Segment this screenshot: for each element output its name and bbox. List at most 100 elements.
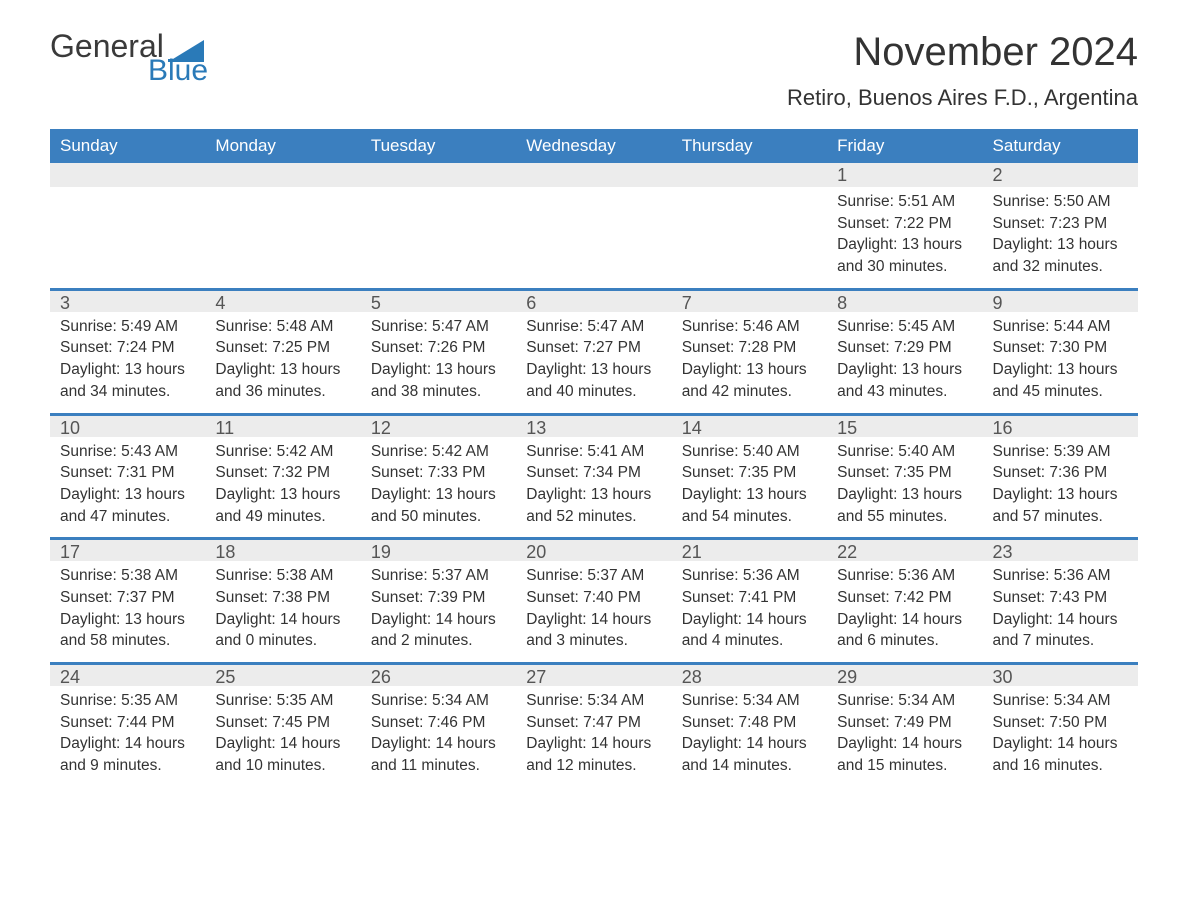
day-cell: Sunrise: 5:41 AMSunset: 7:34 PMDaylight:… xyxy=(516,437,671,538)
daynum-strip: 10111213141516 xyxy=(50,413,1138,437)
day-cell: Sunrise: 5:38 AMSunset: 7:37 PMDaylight:… xyxy=(50,561,205,662)
day-cell: Sunrise: 5:36 AMSunset: 7:41 PMDaylight:… xyxy=(672,561,827,662)
daylight1-text: Daylight: 13 hours xyxy=(993,484,1128,506)
daylight2-text: and 50 minutes. xyxy=(371,506,506,528)
day-number: 8 xyxy=(827,291,982,312)
day-number: 22 xyxy=(827,540,982,561)
day-number: 30 xyxy=(983,665,1138,686)
title-block: November 2024 Retiro, Buenos Aires F.D.,… xyxy=(787,30,1138,111)
daylight2-text: and 3 minutes. xyxy=(526,630,661,652)
day-number: 24 xyxy=(50,665,205,686)
sunrise-text: Sunrise: 5:34 AM xyxy=(993,690,1128,712)
day-cell: Sunrise: 5:40 AMSunset: 7:35 PMDaylight:… xyxy=(672,437,827,538)
sunset-text: Sunset: 7:24 PM xyxy=(60,337,195,359)
daynum-strip: 24252627282930 xyxy=(50,662,1138,686)
weekday-header: Sunday xyxy=(50,129,205,163)
daylight2-text: and 6 minutes. xyxy=(837,630,972,652)
daynum-strip: 3456789 xyxy=(50,288,1138,312)
daylight1-text: Daylight: 14 hours xyxy=(993,733,1128,755)
daylight1-text: Daylight: 14 hours xyxy=(682,609,817,631)
day-number: 13 xyxy=(516,416,671,437)
day-cell: Sunrise: 5:38 AMSunset: 7:38 PMDaylight:… xyxy=(205,561,360,662)
daylight2-text: and 30 minutes. xyxy=(837,256,972,278)
daylight2-text: and 38 minutes. xyxy=(371,381,506,403)
sunrise-text: Sunrise: 5:39 AM xyxy=(993,441,1128,463)
sunset-text: Sunset: 7:47 PM xyxy=(526,712,661,734)
day-cell: Sunrise: 5:34 AMSunset: 7:49 PMDaylight:… xyxy=(827,686,982,787)
daylight1-text: Daylight: 13 hours xyxy=(993,234,1128,256)
day-number: 25 xyxy=(205,665,360,686)
sunset-text: Sunset: 7:42 PM xyxy=(837,587,972,609)
sunset-text: Sunset: 7:40 PM xyxy=(526,587,661,609)
week-row: Sunrise: 5:51 AMSunset: 7:22 PMDaylight:… xyxy=(50,187,1138,288)
sunset-text: Sunset: 7:33 PM xyxy=(371,462,506,484)
day-cell: Sunrise: 5:34 AMSunset: 7:47 PMDaylight:… xyxy=(516,686,671,787)
day-number: 27 xyxy=(516,665,671,686)
sunset-text: Sunset: 7:44 PM xyxy=(60,712,195,734)
daylight2-text: and 49 minutes. xyxy=(215,506,350,528)
daylight1-text: Daylight: 14 hours xyxy=(526,609,661,631)
sunrise-text: Sunrise: 5:40 AM xyxy=(837,441,972,463)
daylight1-text: Daylight: 13 hours xyxy=(837,234,972,256)
daylight1-text: Daylight: 13 hours xyxy=(837,359,972,381)
sunset-text: Sunset: 7:34 PM xyxy=(526,462,661,484)
daylight2-text: and 47 minutes. xyxy=(60,506,195,528)
sunrise-text: Sunrise: 5:50 AM xyxy=(993,191,1128,213)
weekday-header-row: Sunday Monday Tuesday Wednesday Thursday… xyxy=(50,129,1138,163)
daylight2-text: and 36 minutes. xyxy=(215,381,350,403)
sunrise-text: Sunrise: 5:42 AM xyxy=(371,441,506,463)
day-number: 23 xyxy=(983,540,1138,561)
daylight1-text: Daylight: 13 hours xyxy=(60,484,195,506)
sunrise-text: Sunrise: 5:38 AM xyxy=(60,565,195,587)
sunrise-text: Sunrise: 5:35 AM xyxy=(215,690,350,712)
sunrise-text: Sunrise: 5:37 AM xyxy=(371,565,506,587)
daylight2-text: and 40 minutes. xyxy=(526,381,661,403)
day-cell: Sunrise: 5:39 AMSunset: 7:36 PMDaylight:… xyxy=(983,437,1138,538)
day-cell xyxy=(516,187,671,288)
sunrise-text: Sunrise: 5:36 AM xyxy=(682,565,817,587)
daylight2-text: and 2 minutes. xyxy=(371,630,506,652)
day-cell: Sunrise: 5:34 AMSunset: 7:50 PMDaylight:… xyxy=(983,686,1138,787)
sunrise-text: Sunrise: 5:45 AM xyxy=(837,316,972,338)
day-number: 4 xyxy=(205,291,360,312)
daylight2-text: and 12 minutes. xyxy=(526,755,661,777)
weekday-header: Thursday xyxy=(672,129,827,163)
logo: General Blue xyxy=(50,30,208,86)
day-cell: Sunrise: 5:50 AMSunset: 7:23 PMDaylight:… xyxy=(983,187,1138,288)
daylight1-text: Daylight: 13 hours xyxy=(526,359,661,381)
daylight1-text: Daylight: 14 hours xyxy=(371,733,506,755)
day-number: 16 xyxy=(983,416,1138,437)
sunset-text: Sunset: 7:38 PM xyxy=(215,587,350,609)
day-number xyxy=(672,163,827,187)
daylight1-text: Daylight: 13 hours xyxy=(526,484,661,506)
logo-text-general: General xyxy=(50,30,164,62)
sunset-text: Sunset: 7:41 PM xyxy=(682,587,817,609)
weekday-header: Friday xyxy=(827,129,982,163)
sunset-text: Sunset: 7:46 PM xyxy=(371,712,506,734)
sunrise-text: Sunrise: 5:48 AM xyxy=(215,316,350,338)
day-number xyxy=(50,163,205,187)
sunrise-text: Sunrise: 5:47 AM xyxy=(371,316,506,338)
daylight1-text: Daylight: 14 hours xyxy=(371,609,506,631)
sunset-text: Sunset: 7:36 PM xyxy=(993,462,1128,484)
sunrise-text: Sunrise: 5:46 AM xyxy=(682,316,817,338)
sunset-text: Sunset: 7:27 PM xyxy=(526,337,661,359)
daylight2-text: and 55 minutes. xyxy=(837,506,972,528)
daylight1-text: Daylight: 14 hours xyxy=(60,733,195,755)
sunrise-text: Sunrise: 5:34 AM xyxy=(682,690,817,712)
day-cell: Sunrise: 5:51 AMSunset: 7:22 PMDaylight:… xyxy=(827,187,982,288)
daylight1-text: Daylight: 13 hours xyxy=(215,359,350,381)
day-cell xyxy=(361,187,516,288)
daylight2-text: and 10 minutes. xyxy=(215,755,350,777)
day-number: 2 xyxy=(983,163,1138,187)
sunrise-text: Sunrise: 5:47 AM xyxy=(526,316,661,338)
day-number: 5 xyxy=(361,291,516,312)
week-row: Sunrise: 5:38 AMSunset: 7:37 PM Daylight:… xyxy=(50,561,1138,662)
day-cell: Sunrise: 5:45 AMSunset: 7:29 PMDaylight:… xyxy=(827,312,982,413)
day-number: 11 xyxy=(205,416,360,437)
daylight2-text: and 57 minutes. xyxy=(993,506,1128,528)
day-cell: Sunrise: 5:42 AMSunset: 7:33 PMDaylight:… xyxy=(361,437,516,538)
sunset-text: Sunset: 7:37 PM xyxy=(60,587,195,609)
daylight1-text: Daylight: 13 hours xyxy=(682,359,817,381)
week-row: Sunrise: 5:43 AMSunset: 7:31 PMDaylight:… xyxy=(50,437,1138,538)
